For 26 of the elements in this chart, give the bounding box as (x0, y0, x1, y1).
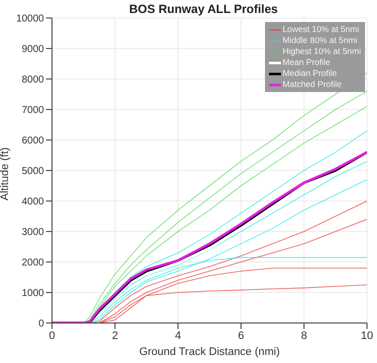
chart-title: BOS Runway ALL Profiles (129, 2, 278, 16)
x-tick-label: 0 (48, 330, 56, 342)
y-tick-label: 0 (38, 318, 44, 330)
y-tick-label: 8000 (22, 74, 44, 86)
y-tick-label: 6000 (22, 136, 44, 147)
y-tick-label: 10000 (16, 14, 44, 25)
y-tick-label: 1000 (22, 288, 44, 300)
legend-label: Lowest 10% at 5nmi (282, 24, 360, 35)
y-tick-label: 9000 (22, 44, 44, 56)
y-tick-label: 7000 (22, 105, 44, 116)
x-tick-label: 2 (112, 330, 118, 342)
y-tick-label: 4000 (22, 196, 44, 208)
x-tick-label: 6 (238, 330, 244, 342)
y-tick-label: 2000 (22, 258, 44, 269)
x-axis-title: Ground Track Distance (nmi) (139, 346, 280, 358)
y-axis-title: Altitude (ft) (0, 147, 11, 200)
legend-label: Matched Profile (282, 79, 342, 90)
legend-label: Middle 80% at 5nmi (282, 35, 358, 46)
y-tick-label: 3000 (22, 227, 44, 238)
legend-label: Mean Profile (282, 57, 330, 68)
y-tick-label: 5000 (22, 166, 44, 178)
x-tick-label: 10 (360, 330, 374, 342)
x-tick-label: 8 (300, 330, 308, 342)
x-tick-label: 4 (174, 330, 182, 342)
legend-label: Median Profile (282, 68, 337, 79)
legend-label: Highest 10% at 5nmi (282, 46, 361, 57)
